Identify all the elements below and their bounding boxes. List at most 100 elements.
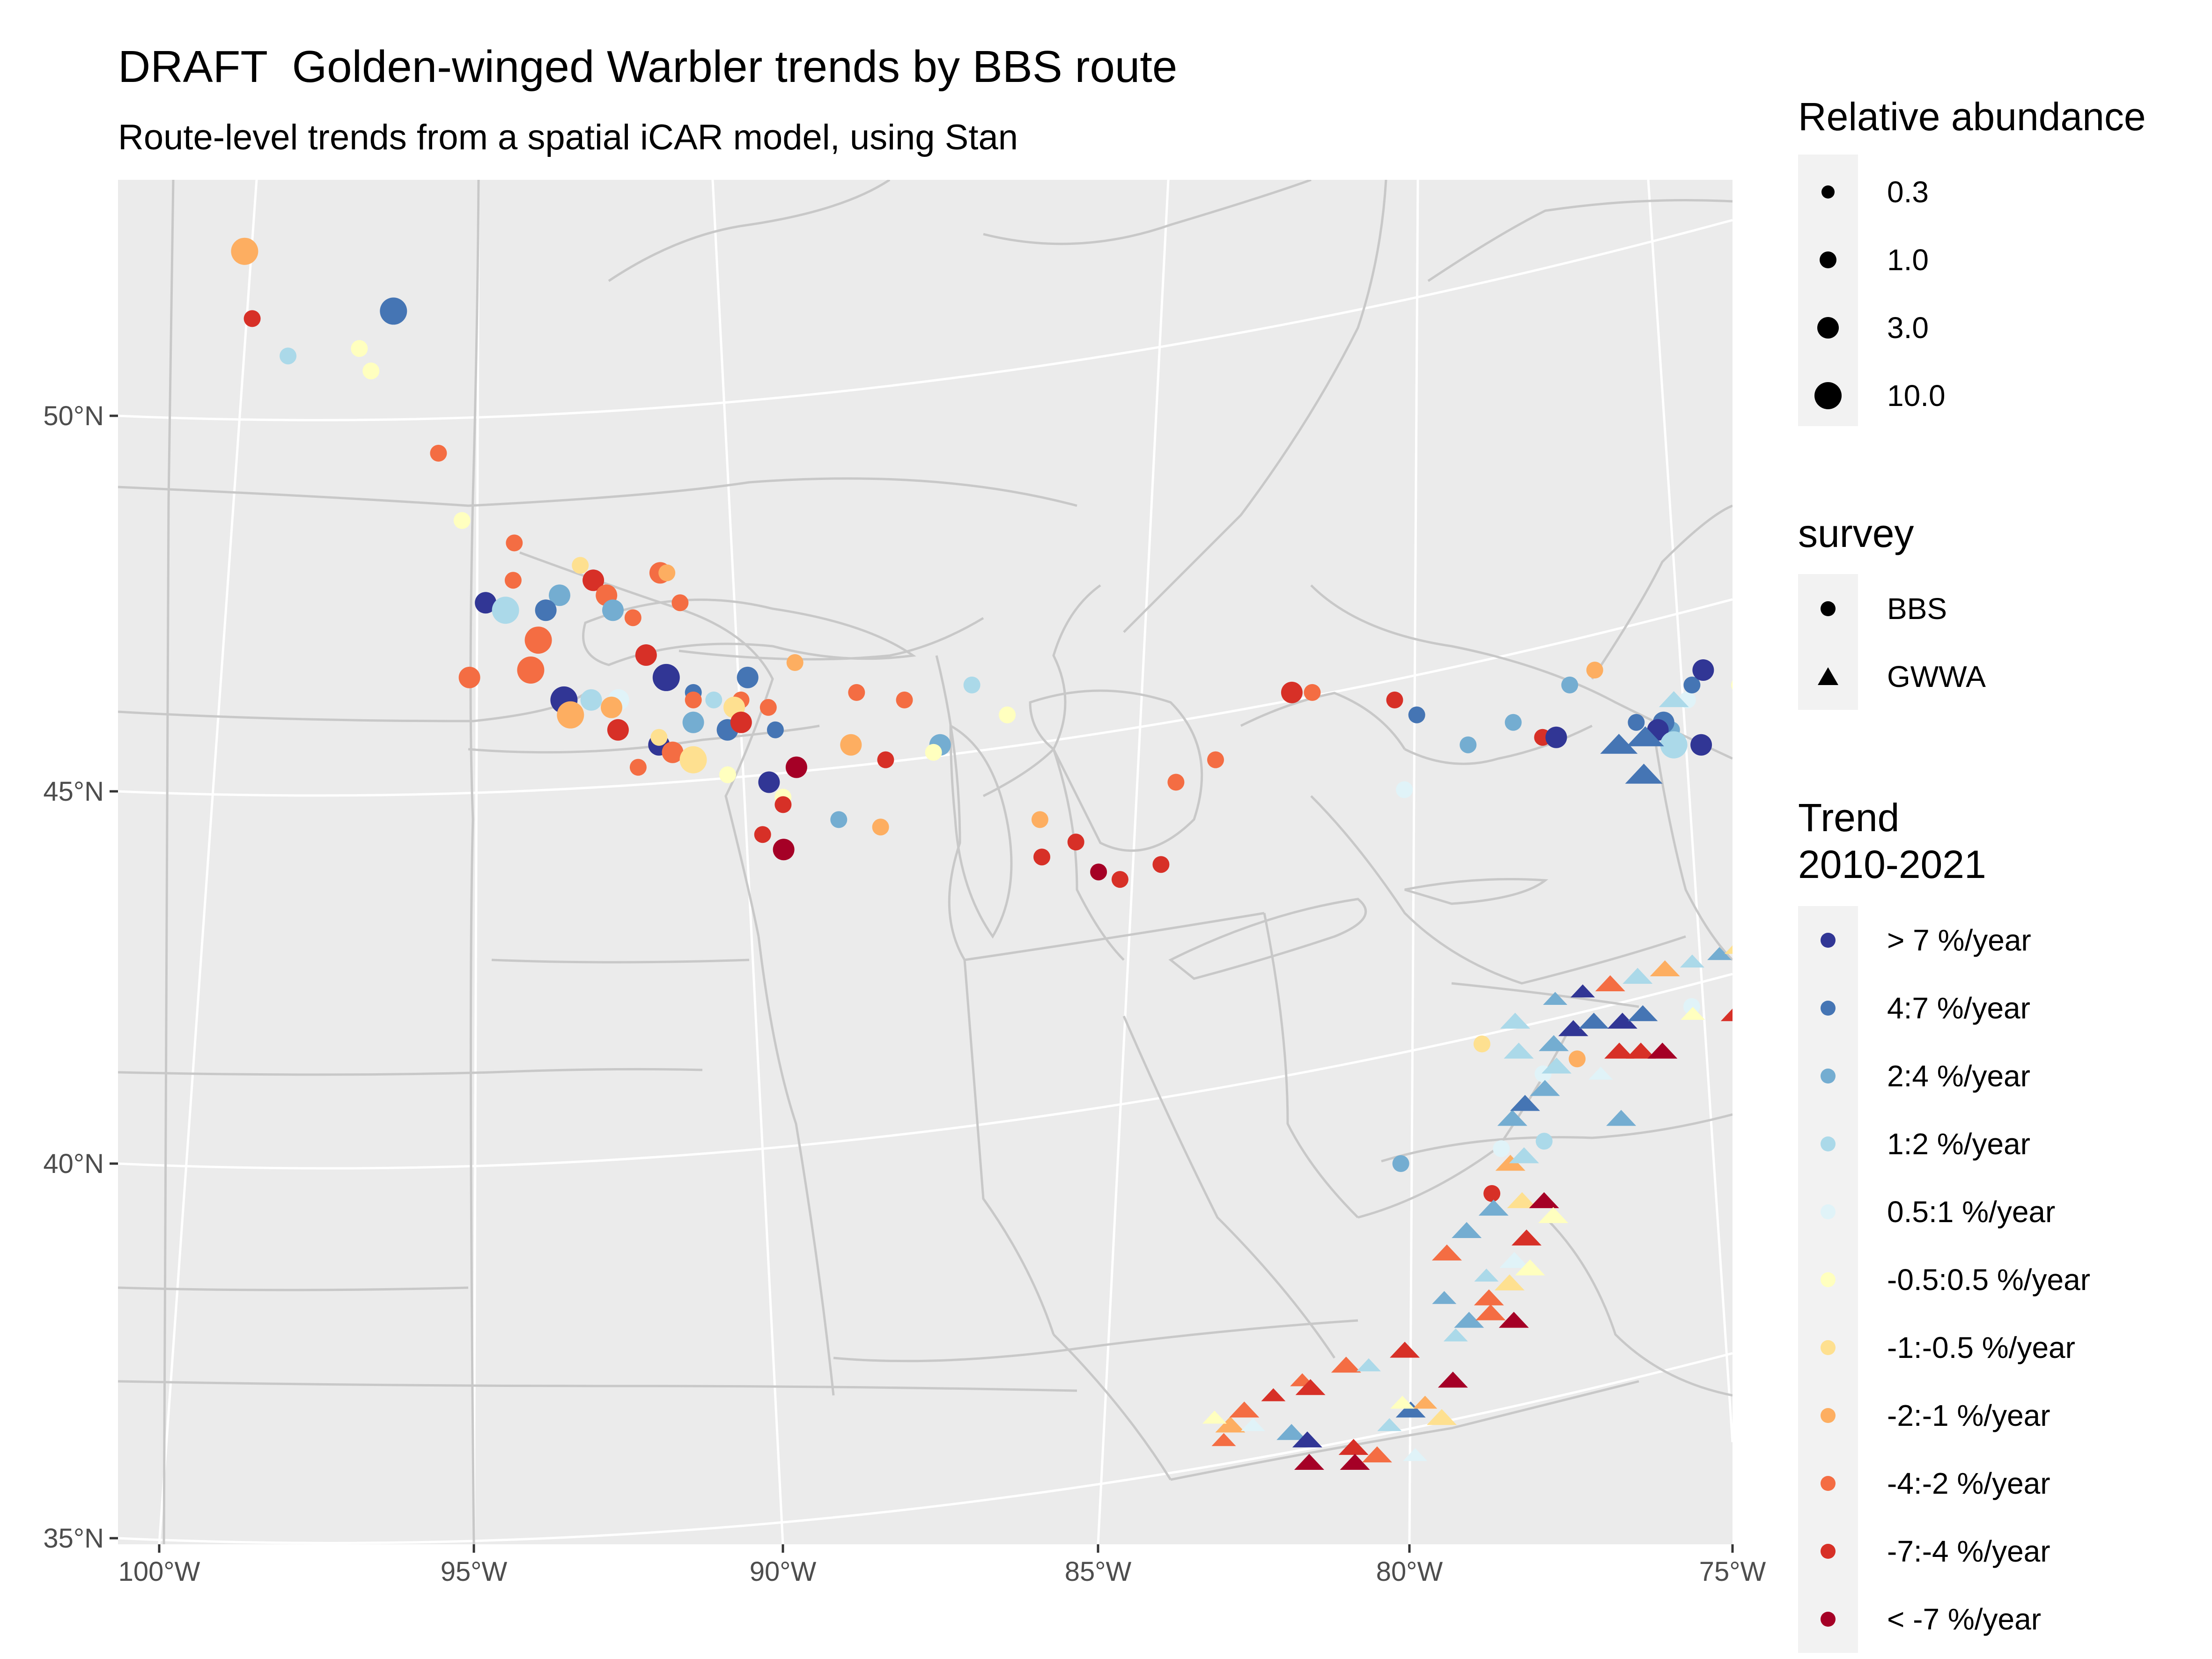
bbs-route-point [517,656,545,684]
boundary-line [1122,1016,1336,1359]
gwwa-site-point [1390,1342,1420,1358]
axis-ticks: 100°W 95°W 90°W 85°W 80°W 75°W 50°N 45°N 40°N 35°… [43,401,1766,1587]
shape-legend-key-circle [1821,601,1836,616]
gwwa-site-point [1295,1379,1326,1395]
gwwa-site-point [1680,954,1704,968]
bbs-route-point [635,644,657,666]
gwwa-site-point [1600,734,1638,754]
graticule-parallel [118,219,1733,421]
gwwa-site-point [1595,975,1625,991]
bbs-route-point [658,564,676,582]
gwwa-site-point [1650,960,1680,976]
bbs-route-point [492,597,519,624]
size-legend-label: 0.3 [1887,175,1929,209]
boundary-line [1427,199,1733,282]
gwwa-site-point [1215,1416,1246,1433]
gwwa-site-point [1607,1012,1637,1029]
gwwa-site-point [1515,1259,1545,1276]
bbs-route-point [231,237,258,265]
gwwa-site-point [1541,1057,1572,1074]
bbs-route-point [685,691,702,708]
boundary-line [1451,982,1639,1008]
boundary-line [608,180,891,282]
gwwa-site-point [1294,1453,1324,1470]
color-legend-key [1821,1069,1836,1084]
boundary-line [1381,1113,1733,1163]
bbs-route-point [629,759,647,776]
color-legend-key [1821,1476,1836,1491]
bbs-route-point [1493,1140,1510,1158]
bbs-route-point [705,691,723,708]
bbs-route-point [767,721,784,738]
boundary-line [162,501,170,1544]
gwwa-site-point [1454,1312,1484,1328]
map-panel [118,180,1797,1544]
gwwa-site-point [1530,1080,1560,1096]
gwwa-site-point [1707,947,1732,960]
gwwa-site-point [1659,691,1689,708]
boundary-line [472,180,480,497]
gwwa-site-point [1748,998,1778,1014]
lake-outline [1404,878,1548,905]
bbs-route-point [1167,774,1185,791]
gwwa-site-point [1538,1207,1569,1223]
gwwa-site-point [1588,1067,1613,1080]
boundary-line [167,180,175,501]
bbs-route-point [754,826,771,843]
size-legend-key [1821,185,1835,199]
bbs-route-point [1460,736,1477,753]
bbs-route-point [535,599,557,621]
color-legend-label: -4:-2 %/year [1887,1467,2050,1500]
bbs-route-point [872,818,889,836]
bbs-route-point [280,347,297,365]
bbs-route-point [1396,781,1413,798]
boundary-line [118,477,1077,507]
bbs-route-point [774,796,792,813]
gwwa-site-point [1340,1453,1370,1470]
bbs-route-point [504,572,522,589]
bbs-route-point [1731,680,1733,690]
color-legend-key [1821,1340,1836,1355]
bbs-route-point [458,666,480,688]
bbs-route-point [572,557,589,574]
size-legend-label: 1.0 [1887,243,1929,277]
gwwa-site-point [1767,938,1797,954]
bbs-route-point [773,839,795,861]
bbs-route-point [759,699,777,716]
bbs-route-point [896,691,913,708]
gwwa-site-point [1558,1020,1588,1036]
gwwa-site-point [1438,1371,1468,1388]
gwwa-site-point [1626,1042,1656,1059]
gwwa-site-point [1357,1358,1381,1371]
gwwa-site-point [1331,1357,1361,1373]
bbs-route-point [549,584,570,606]
bbs-route-point [1392,1155,1409,1172]
boundary-line [1263,913,1359,1218]
data-points [231,237,1797,1470]
gwwa-site-point [1276,1424,1307,1440]
boundary-line [935,655,966,961]
size-legend-label: 10.0 [1887,379,1946,413]
bbs-route-point [601,696,622,718]
boundary-line [678,617,984,661]
boundary-line [118,1286,469,1291]
gwwa-site-point [1626,726,1664,746]
color-legend-key [1821,1408,1836,1423]
color-legend-label: 2:4 %/year [1887,1059,2030,1093]
gwwa-site-point [1427,1409,1457,1425]
boundary-line [1053,1334,1172,1481]
gwwa-site-point [1500,1012,1530,1029]
gwwa-site-point [1338,1439,1369,1455]
color-legend-label: < -7 %/year [1887,1602,2041,1636]
color-legend-label: 4:7 %/year [1887,991,2030,1025]
gwwa-site-point [1499,1312,1529,1328]
bbs-route-point [580,689,602,711]
bbs-route-point [1031,811,1048,828]
boundary-line [1052,749,1125,961]
bbs-route-point [1504,714,1522,731]
bbs-route-point [1768,692,1784,708]
bbs-route-point [1067,833,1084,851]
lake-outline [1168,898,1367,980]
color-legend-subtitle: 2010-2021 [1798,842,1986,886]
gwwa-site-point [1724,945,1733,954]
